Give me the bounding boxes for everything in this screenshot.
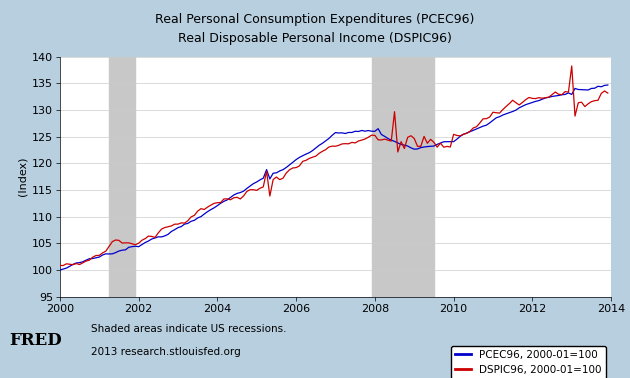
- Text: Shaded areas indicate US recessions.: Shaded areas indicate US recessions.: [91, 324, 287, 334]
- Y-axis label: (Index): (Index): [18, 157, 28, 197]
- Bar: [372, 57, 434, 297]
- Text: FRED: FRED: [9, 332, 62, 349]
- Text: Real Personal Consumption Expenditures (PCEC96): Real Personal Consumption Expenditures (…: [156, 13, 474, 26]
- Text: 2013 research.stlouisfed.org: 2013 research.stlouisfed.org: [91, 347, 241, 356]
- Text: Real Disposable Personal Income (DSPIC96): Real Disposable Personal Income (DSPIC96…: [178, 32, 452, 45]
- Bar: [109, 57, 135, 297]
- Legend: PCEC96, 2000-01=100, DSPIC96, 2000-01=100: PCEC96, 2000-01=100, DSPIC96, 2000-01=10…: [451, 345, 606, 378]
